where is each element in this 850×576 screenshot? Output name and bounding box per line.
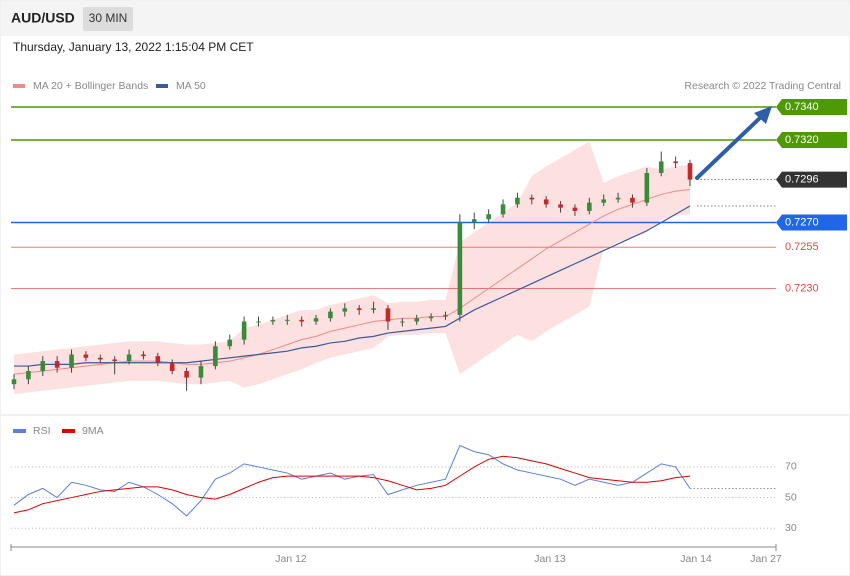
candle-body xyxy=(328,311,333,319)
legend-swatch xyxy=(62,429,75,433)
ma-line xyxy=(13,189,691,375)
candle-body xyxy=(673,161,678,164)
legend-swatch xyxy=(156,84,168,88)
bollinger-band xyxy=(14,141,690,395)
candle-body xyxy=(256,321,261,323)
legend-label: MA 50 xyxy=(176,80,206,92)
candle-body xyxy=(26,371,31,380)
candle-body xyxy=(97,357,103,360)
candle-body xyxy=(601,199,607,203)
candle-body xyxy=(543,199,549,205)
candle-body xyxy=(227,339,233,347)
candle-body xyxy=(371,308,376,310)
legend-swatch xyxy=(13,84,25,88)
candle-body xyxy=(587,202,592,211)
candle-body xyxy=(184,371,189,378)
candle-body xyxy=(54,361,60,368)
symbol: AUD/USD xyxy=(11,10,75,26)
projection-arrow xyxy=(695,106,772,180)
candle-body xyxy=(687,163,693,180)
candle-body xyxy=(213,346,218,367)
candle-body xyxy=(241,321,247,340)
candle-body xyxy=(529,197,535,200)
timeframe[interactable]: 30 MIN xyxy=(89,11,128,25)
candle-body xyxy=(270,319,276,322)
candle-body xyxy=(428,316,434,319)
ma-line xyxy=(14,205,691,367)
level-label: 0.7230 xyxy=(785,282,819,294)
x-tick-label: Jan 12 xyxy=(275,553,307,565)
level-tag xyxy=(776,132,847,148)
indicator-line xyxy=(13,444,691,517)
legend-swatch xyxy=(13,429,26,433)
candle-body xyxy=(471,219,477,223)
indicator-line xyxy=(13,455,691,514)
level-label: 0.7296 xyxy=(785,174,819,186)
datetime: Thursday, January 13, 2022 1:15:04 PM CE… xyxy=(13,40,254,54)
level-tag xyxy=(776,99,847,115)
candle-body xyxy=(515,197,520,205)
candle-body xyxy=(630,197,635,203)
arrow-head xyxy=(754,106,772,124)
candle-body xyxy=(615,197,621,200)
level-label: 0.7340 xyxy=(785,101,819,113)
header-bar xyxy=(1,1,849,36)
candle-body xyxy=(40,361,46,371)
legend-label: RSI xyxy=(33,425,51,437)
candle-body xyxy=(457,222,463,315)
candle-body xyxy=(558,204,563,208)
candle-body xyxy=(342,308,348,312)
level-label: 0.7320 xyxy=(785,134,819,146)
candle-body xyxy=(400,321,405,323)
candle-body xyxy=(11,379,17,385)
candle-body xyxy=(356,308,362,310)
legend-label: 9MA xyxy=(82,425,104,437)
candle-body xyxy=(155,356,161,363)
x-tick-label: Jan 14 xyxy=(680,553,712,565)
level-tag xyxy=(776,214,847,231)
credit: Research © 2022 Trading Central xyxy=(684,80,841,92)
candle-body xyxy=(500,204,506,215)
candle-body xyxy=(414,318,420,322)
candle-body xyxy=(572,207,578,211)
level-tag xyxy=(776,171,847,188)
candle-body xyxy=(141,354,146,357)
rsi-panel: RSI 9MA 30 50 70 Jan 12 Jan 13 Jan 14 Jan 27 xyxy=(10,425,797,565)
candle-body xyxy=(385,308,391,322)
candle-body xyxy=(658,161,664,173)
candle-body xyxy=(486,214,491,220)
candle-body xyxy=(126,354,132,362)
y-tick-label: 30 xyxy=(785,522,797,534)
candle-body xyxy=(169,362,175,371)
arrow-shaft xyxy=(695,114,764,180)
legend-label: MA 20 + Bollinger Bands xyxy=(33,80,148,92)
candle-body xyxy=(299,319,304,322)
candle-body xyxy=(69,354,74,368)
candle-body xyxy=(83,354,89,358)
candle-body xyxy=(112,359,117,362)
level-label: 0.7255 xyxy=(785,241,819,253)
y-tick-label: 50 xyxy=(785,491,797,503)
candle-body xyxy=(644,173,650,203)
candle-body xyxy=(443,314,448,317)
timeframe-box[interactable] xyxy=(83,7,133,31)
candle-body xyxy=(198,366,204,378)
y-tick-label: 70 xyxy=(785,461,797,473)
x-tick-label: Jan 13 xyxy=(534,553,566,565)
level-label: 0.7270 xyxy=(785,216,819,228)
x-tick-label: Jan 27 xyxy=(750,553,782,565)
price-panel: MA 20 + Bollinger Bands MA 50 Research © 2… xyxy=(11,80,847,395)
candle-body xyxy=(313,318,319,322)
candle-body xyxy=(284,319,290,321)
